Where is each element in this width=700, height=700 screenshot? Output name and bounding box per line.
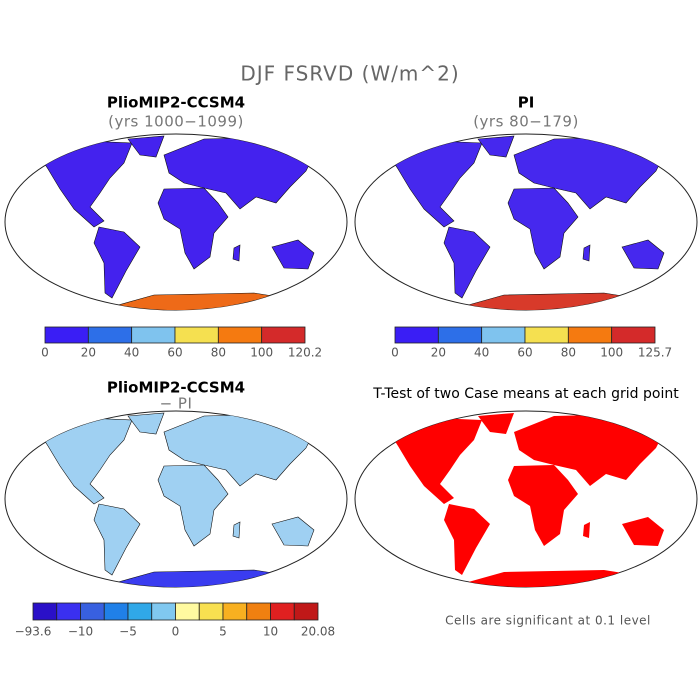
colorbar-box <box>293 602 319 621</box>
panel-subtitle: (yrs 80−179) <box>473 113 579 131</box>
colorbar-box <box>198 602 224 621</box>
colorbar-label: 20.08 <box>301 625 335 639</box>
colorbar-label: 20 <box>431 346 446 360</box>
colorbar-label: 0 <box>41 346 49 360</box>
colorbar-box <box>87 326 133 344</box>
map <box>4 133 348 311</box>
panel-title: T-Test of two Case means at each grid po… <box>372 386 679 402</box>
colorbar-label: 100 <box>600 346 623 360</box>
colorbar-box <box>394 326 439 344</box>
colorbar-box <box>151 602 176 621</box>
colorbar-label: 10 <box>263 625 278 639</box>
colorbar-label: 125.7 <box>638 346 672 360</box>
colorbar-box <box>56 602 81 621</box>
colorbar-box <box>524 326 569 344</box>
panel-subtitle: − PI <box>160 395 193 413</box>
colorbar-box <box>174 326 219 344</box>
colorbar-label: 60 <box>517 346 532 360</box>
colorbar-box <box>44 326 89 344</box>
map <box>354 410 698 588</box>
colorbar-label: 0 <box>172 625 180 639</box>
colorbar-box <box>611 326 656 344</box>
map <box>354 133 698 311</box>
colorbar-box <box>32 602 58 621</box>
colorbar-label: 5 <box>219 625 227 639</box>
colorbar-label: 80 <box>211 346 226 360</box>
colorbar-label: −10 <box>68 625 93 639</box>
significance-note: Cells are significant at 0.1 level <box>445 614 651 628</box>
colorbar-label: 60 <box>167 346 182 360</box>
colorbar-label: 0 <box>391 346 399 360</box>
colorbar-label: −93.6 <box>15 625 52 639</box>
colorbar-label: −5 <box>119 625 137 639</box>
panel-title: PlioMIP2-CCSM4 <box>107 379 245 397</box>
colorbar-box <box>127 602 153 621</box>
colorbar-box <box>103 602 129 621</box>
colorbar-box <box>131 326 176 344</box>
figure-title: DJF FSRVD (W/m^2) <box>240 62 459 86</box>
colorbar-label: 40 <box>124 346 139 360</box>
colorbar-box <box>261 326 306 344</box>
colorbar-box <box>437 326 483 344</box>
colorbar-box <box>222 602 248 621</box>
panel-title: PI <box>518 94 535 112</box>
map <box>4 410 348 588</box>
colorbar-box <box>80 602 105 621</box>
colorbar-label: 20 <box>81 346 96 360</box>
colorbar-label: 80 <box>561 346 576 360</box>
colorbar-box <box>175 602 200 621</box>
colorbar-box <box>567 326 613 344</box>
colorbar-label: 120.2 <box>288 346 322 360</box>
colorbar-label: 40 <box>474 346 489 360</box>
panel-title: PlioMIP2-CCSM4 <box>107 94 245 112</box>
colorbar-box <box>217 326 263 344</box>
colorbar-box <box>246 602 271 621</box>
colorbar-label: 100 <box>250 346 273 360</box>
panel-subtitle: (yrs 1000−1099) <box>108 113 244 131</box>
colorbar-box <box>481 326 526 344</box>
colorbar-box <box>270 602 295 621</box>
